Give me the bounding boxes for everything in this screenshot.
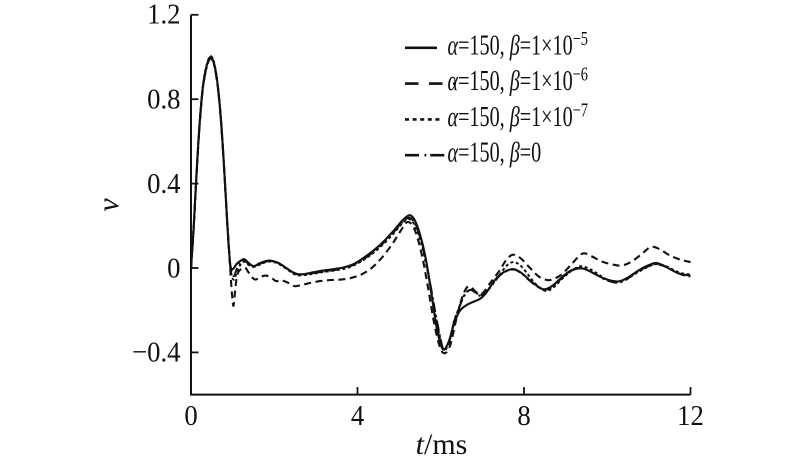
svg-text:v: v [92,198,125,212]
svg-text:t/ms: t/ms [416,428,468,461]
svg-text:12: 12 [677,400,704,432]
svg-text:α=150, β=0: α=150, β=0 [448,138,542,169]
svg-text:α=150, β=1×10−7: α=150, β=1×10−7 [448,98,589,133]
svg-text:1.2: 1.2 [147,0,180,31]
svg-text:0.8: 0.8 [147,84,180,116]
svg-text:8: 8 [517,400,530,432]
svg-text:0: 0 [184,400,197,432]
svg-text:4: 4 [351,400,364,432]
svg-text:−0.4: −0.4 [132,337,180,369]
svg-text:0: 0 [167,252,180,284]
svg-text:0.4: 0.4 [147,168,180,200]
svg-text:α=150, β=1×10−6: α=150, β=1×10−6 [448,62,589,97]
svg-text:α=150, β=1×10−5: α=150, β=1×10−5 [448,27,589,62]
